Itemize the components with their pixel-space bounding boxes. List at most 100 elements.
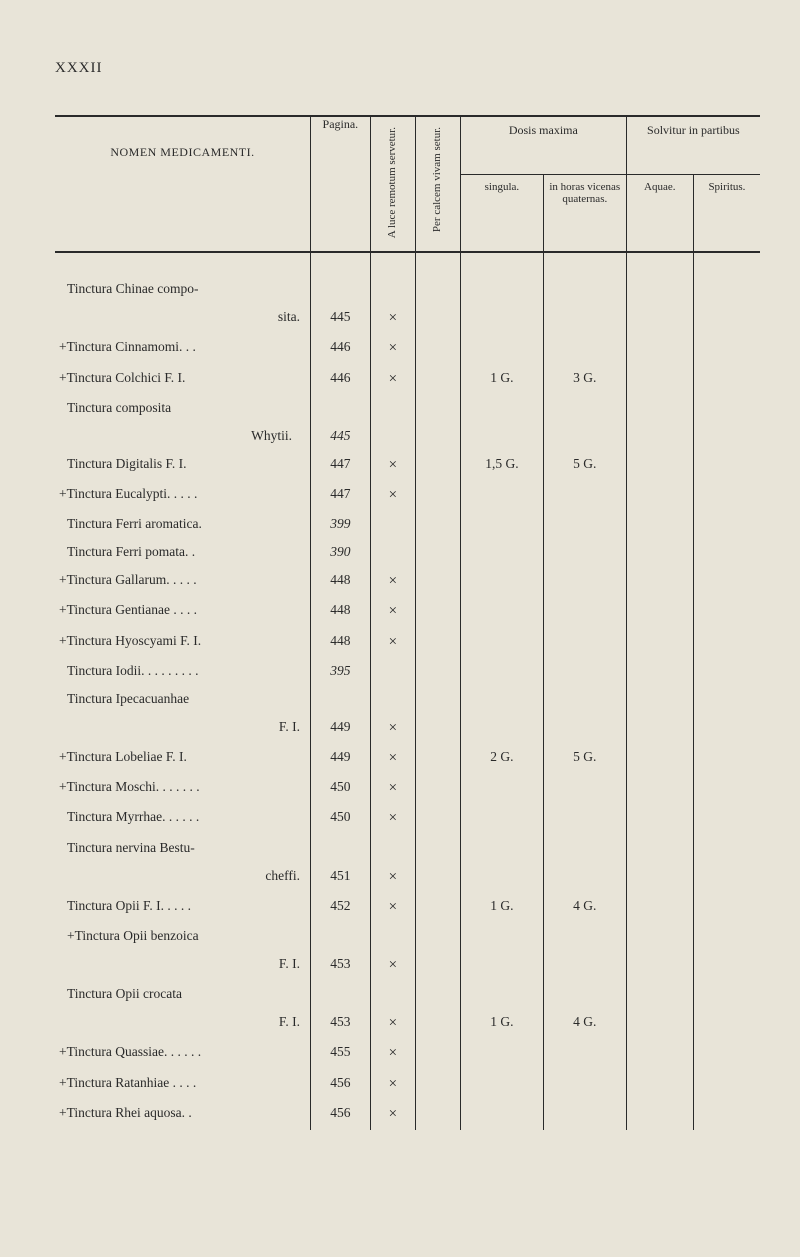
table-cell [626,1099,693,1129]
table-cell [460,422,543,450]
table-cell [543,334,626,364]
table-cell: × [370,304,415,334]
table-cell: 448 [310,567,370,597]
table-row: F. I.453× [55,951,760,981]
table-cell [626,304,693,334]
table-cell [543,1069,626,1099]
table-cell [370,834,415,862]
table-cell: 451 [310,862,370,892]
table-cell: Whytii. [55,422,310,450]
table-cell [693,394,760,422]
table-cell [543,1099,626,1129]
table-cell [693,1069,760,1099]
table-cell [460,627,543,657]
table-cell [626,627,693,657]
table-cell [543,1039,626,1069]
table-cell: 447 [310,480,370,510]
table-cell [693,774,760,804]
table-row: +Tinctura Eucalypti. . . . .447× [55,480,760,510]
table-cell: × [370,804,415,834]
table-cell [543,657,626,685]
table-cell [543,539,626,567]
table-cell [370,685,415,713]
header-calcem: Per calcem vivam setur. [415,116,460,252]
table-cell [693,567,760,597]
table-cell [415,1099,460,1129]
table-cell: 4 G. [543,892,626,922]
table-cell: Tinctura Ferri aromatica. [55,511,310,539]
table-cell [626,713,693,743]
table-cell [415,480,460,510]
table-cell [415,334,460,364]
table-cell [460,862,543,892]
table-cell [693,253,760,303]
table-cell [460,567,543,597]
table-row: Tinctura Chinae compo- [55,253,760,303]
table-cell: Tinctura Myrrhae. . . . . . [55,804,310,834]
table-cell: × [370,480,415,510]
table-cell [460,304,543,334]
header-solvitur: Solvitur in partibus [626,116,760,175]
table-cell [626,657,693,685]
table-cell [693,627,760,657]
table-cell: × [370,597,415,627]
table-cell [626,597,693,627]
table-cell [693,951,760,981]
table-cell [460,253,543,303]
medicament-table: NOMEN MEDICAMENTI. Pagina. A luce remotu… [55,115,760,1130]
table-row: +Tinctura Rhei aquosa. .456× [55,1099,760,1129]
table-cell: sita. [55,304,310,334]
table-cell [693,981,760,1009]
table-header: NOMEN MEDICAMENTI. Pagina. A luce remotu… [55,116,760,253]
table-cell [543,304,626,334]
table-cell [626,981,693,1009]
table-cell: +Tinctura Quassiae. . . . . . [55,1039,310,1069]
table-cell: 447 [310,450,370,480]
table-cell: Tinctura Chinae compo- [55,253,310,303]
header-spiritus: Spiritus. [693,175,760,252]
table-cell [626,862,693,892]
table-cell [415,685,460,713]
table-cell [415,1009,460,1039]
table-cell [460,713,543,743]
table-cell [543,422,626,450]
table-cell [415,567,460,597]
table-cell [626,834,693,862]
table-cell [693,834,760,862]
table-row: Tinctura Ferri pomata. .390 [55,539,760,567]
table-row: Tinctura Ferri aromatica.399 [55,511,760,539]
table-cell: Tinctura Opii F. I. . . . . [55,892,310,922]
table-cell [626,804,693,834]
table-row: +Tinctura Ratanhiae . . . .456× [55,1069,760,1099]
table-cell [693,304,760,334]
table-cell [693,539,760,567]
table-cell: 445 [310,422,370,450]
table-cell [415,951,460,981]
table-cell [693,892,760,922]
table-cell [415,713,460,743]
table-cell [310,394,370,422]
table-cell: 390 [310,539,370,567]
table-cell: +Tinctura Opii benzoica [55,923,310,951]
table-cell [460,657,543,685]
table-cell [370,394,415,422]
table-cell [460,834,543,862]
table-cell [543,834,626,862]
page-number: XXXII [55,60,760,77]
table-cell [626,774,693,804]
table-cell [460,539,543,567]
table-cell [415,539,460,567]
table-cell: +Tinctura Gallarum. . . . . [55,567,310,597]
table-cell [415,657,460,685]
table-cell [415,253,460,303]
table-cell [415,364,460,394]
table-cell: 455 [310,1039,370,1069]
table-row: Tinctura Opii F. I. . . . .452×1 G.4 G. [55,892,760,922]
table-cell: cheffi. [55,862,310,892]
table-cell [460,1069,543,1099]
table-row: +Tinctura Quassiae. . . . . .455× [55,1039,760,1069]
table-cell [415,743,460,773]
table-cell [460,951,543,981]
header-pagina: Pagina. [310,116,370,252]
table-cell [415,892,460,922]
